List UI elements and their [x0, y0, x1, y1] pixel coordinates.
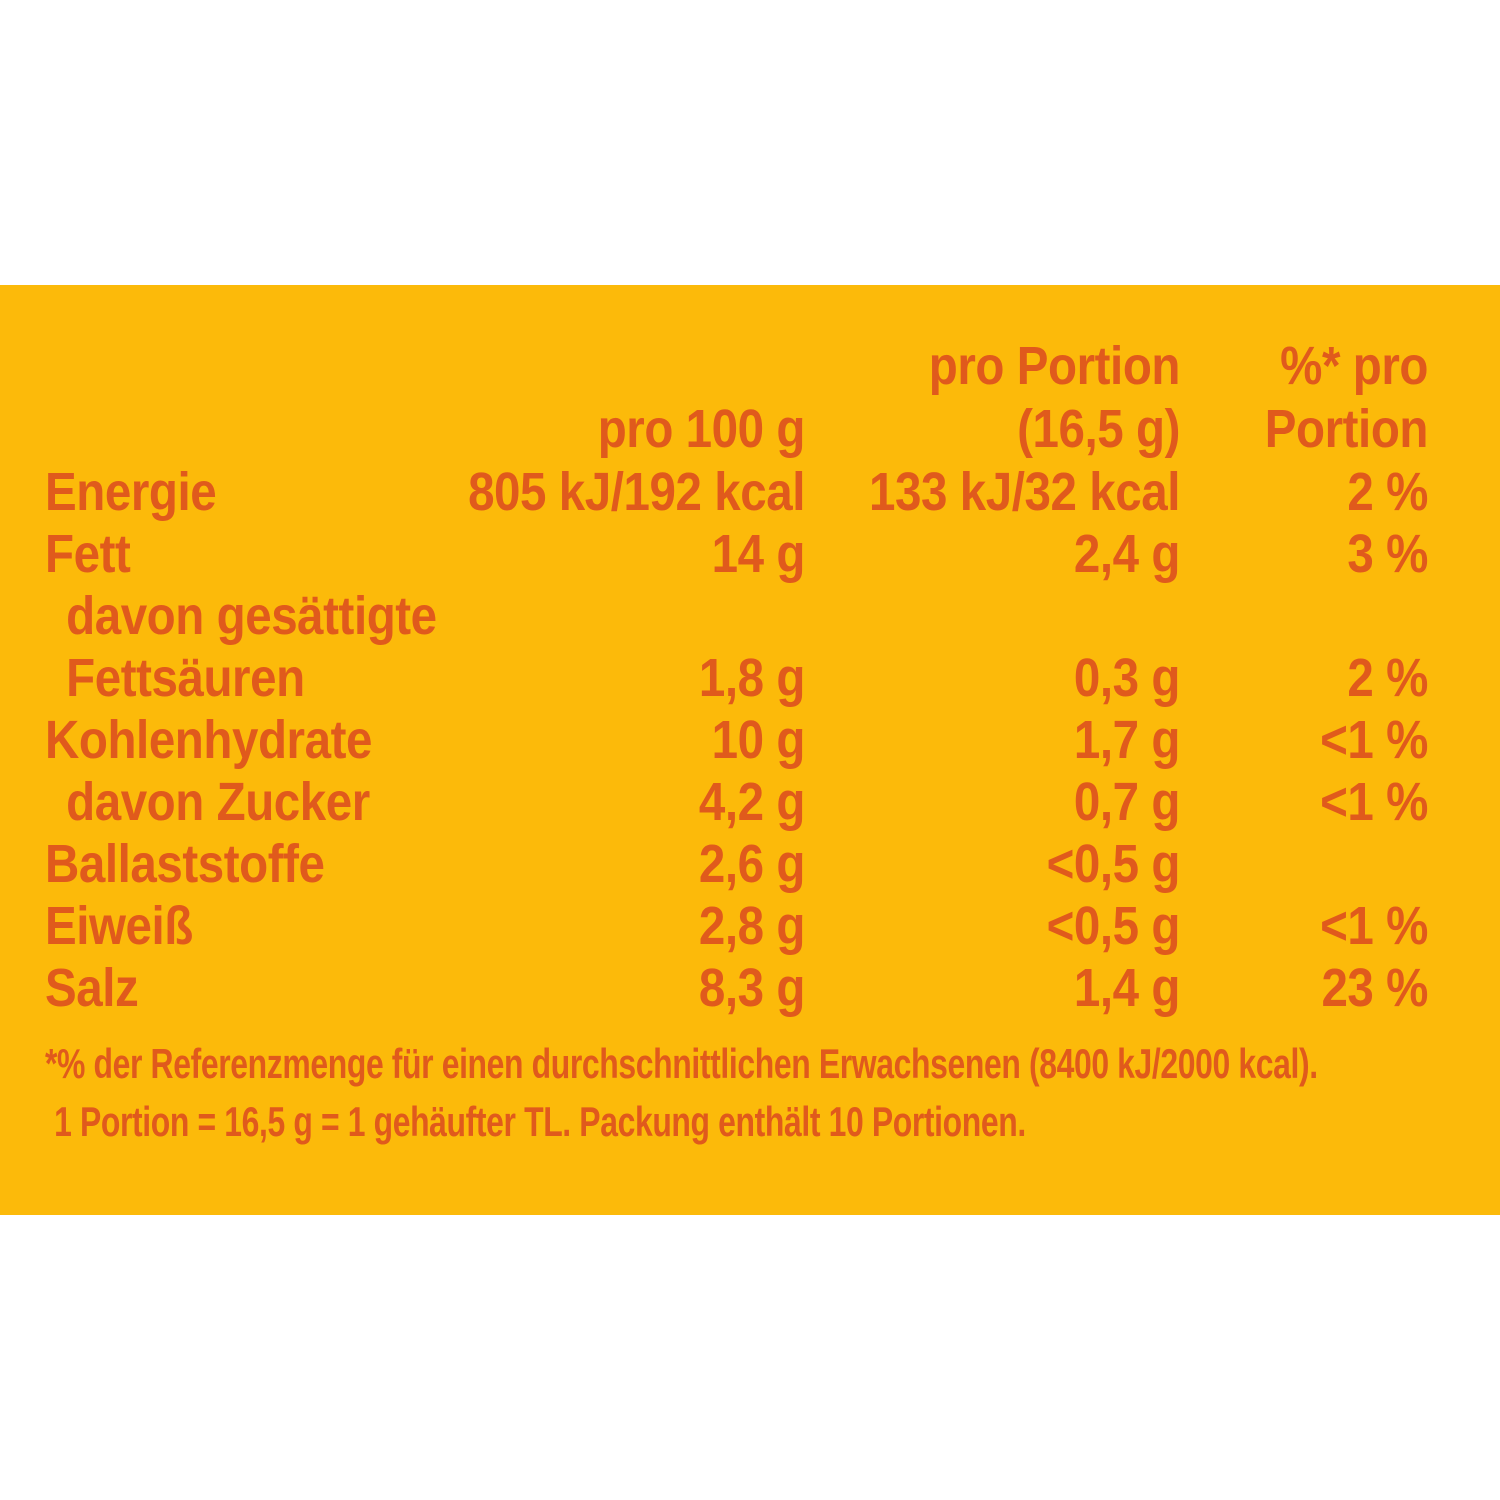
value-percent: <1 % [1320, 896, 1428, 956]
nutrition-panel: pro 100 g pro Portion (16,5 g) %* pro Po… [0, 285, 1500, 1215]
value-percent: 3 % [1347, 524, 1428, 584]
value-portion: 0,7 g [1073, 772, 1181, 832]
value-per100: 10 g [711, 710, 806, 770]
table-row-ballaststoffe: Ballaststoffe 2,6 g <0,5 g [45, 833, 1428, 895]
row-label: davon Zucker [66, 772, 370, 832]
value-portion: <0,5 g [1046, 834, 1181, 894]
value-per100: 1,8 g [698, 648, 806, 708]
row-label: Energie [45, 462, 217, 522]
header-percent-label-line1: %* pro [1280, 336, 1428, 396]
header-per100-cell: pro 100 g [405, 398, 806, 461]
row-label: Salz [45, 958, 139, 1018]
table-row-fett: Fett 14 g 2,4 g 3 % [45, 523, 1428, 585]
value-percent: 23 % [1321, 958, 1428, 1018]
value-per100: 2,6 g [698, 834, 806, 894]
table-row-kohlenhydrate: Kohlenhydrate 10 g 1,7 g <1 % [45, 709, 1428, 771]
value-portion: 1,7 g [1073, 710, 1181, 770]
row-label-line2: Fettsäuren [66, 648, 305, 708]
table-row-eiweiss: Eiweiß 2,8 g <0,5 g <1 % [45, 895, 1428, 957]
table-row-zucker: davon Zucker 4,2 g 0,7 g <1 % [45, 771, 1428, 833]
value-per100: 4,2 g [698, 772, 806, 832]
value-percent: 2 % [1347, 462, 1428, 522]
footnote-reference-amount: *% der Referenzmenge für einen durchschn… [45, 1040, 1318, 1087]
footnotes: *% der Referenzmenge für einen durchschn… [45, 1035, 1428, 1151]
value-portion: <0,5 g [1046, 896, 1181, 956]
value-per100: 8,3 g [698, 958, 806, 1018]
value-percent: 2 % [1347, 648, 1428, 708]
table-row-energie: Energie 805 kJ/192 kcal 133 kJ/32 kcal 2… [45, 461, 1428, 523]
header-percent-cell: %* pro Portion [1180, 335, 1429, 461]
value-per100: 2,8 g [698, 896, 806, 956]
row-label: Eiweiß [45, 896, 193, 956]
header-portion-label-line2: (16,5 g) [1017, 399, 1180, 459]
value-percent: <1 % [1320, 772, 1428, 832]
row-label: Kohlenhydrate [45, 710, 372, 770]
table-row-salz: Salz 8,3 g 1,4 g 23 % [45, 957, 1428, 1019]
value-portion: 133 kJ/32 kcal [869, 462, 1180, 522]
value-per100: 805 kJ/192 kcal [468, 462, 805, 522]
table-row-gesaettigte-fettsaeuren: davon gesättigte Fettsäuren 1,8 g 0,3 g … [45, 585, 1428, 709]
value-portion: 1,4 g [1073, 958, 1181, 1018]
row-label: Fett [45, 524, 131, 584]
header-portion-cell: pro Portion (16,5 g) [805, 335, 1181, 461]
value-portion: 2,4 g [1073, 524, 1181, 584]
row-label: Ballaststoffe [45, 834, 325, 894]
value-percent: <1 % [1320, 710, 1428, 770]
row-label-line1: davon gesättigte [66, 586, 437, 646]
header-percent-label-line2: Portion [1264, 399, 1429, 459]
value-portion: 0,3 g [1073, 648, 1181, 708]
table-header-row: pro 100 g pro Portion (16,5 g) %* pro Po… [45, 335, 1429, 461]
footnote-portion-definition: 1 Portion = 16,5 g = 1 gehäufter TL. Pac… [54, 1098, 1026, 1145]
header-per100-label: pro 100 g [597, 399, 806, 459]
header-portion-label-line1: pro Portion [928, 336, 1181, 396]
value-per100: 14 g [711, 524, 806, 584]
